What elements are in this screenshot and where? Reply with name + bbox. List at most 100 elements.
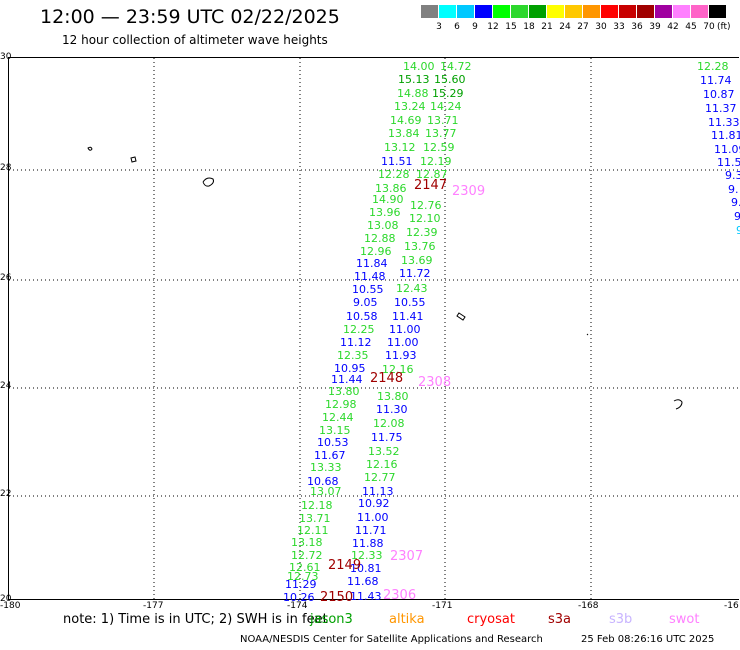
wave-height-value: 12.96 [360, 245, 392, 258]
wave-height-value: 10.53 [317, 436, 349, 449]
wave-height-value: 11.33 [708, 116, 740, 129]
track-time-label: 2148 [370, 371, 404, 386]
wave-height-value: 14.90 [372, 193, 404, 206]
track-time-label: 2149 [328, 558, 362, 573]
wave-height-value: 11.5 [717, 156, 740, 169]
legend-swatch [493, 5, 510, 18]
wave-height-value: 11.84 [356, 257, 388, 270]
wave-height-value: 12.77 [364, 471, 396, 484]
legend-swatch [421, 5, 438, 18]
satellite-label: swot [669, 612, 700, 627]
legend-swatch [619, 5, 636, 18]
island-outlines [87, 146, 683, 410]
wave-height-value: 12.73 [287, 570, 319, 583]
wave-height-value: 12.76 [410, 199, 442, 212]
wave-height-value: 13.18 [291, 536, 323, 549]
legend-label: 27 [577, 22, 589, 32]
island-shape [673, 399, 683, 410]
lon-label: -180 [0, 601, 21, 611]
wave-height-value: 12.44 [322, 411, 354, 424]
wave-height-value: 11.00 [357, 511, 389, 524]
wave-height-value: 11.37 [705, 102, 737, 115]
lon-label: -16 [724, 601, 739, 611]
wave-height-value: 14.00 [403, 60, 435, 73]
legend-label: 39 [649, 22, 661, 32]
wave-height-value: 9.3 [725, 169, 740, 182]
wave-height-value: 13.96 [369, 206, 401, 219]
legend-label: 18 [523, 22, 535, 32]
island-shape [87, 146, 93, 151]
satellite-label: jason3 [310, 612, 353, 627]
wave-height-value: 13.15 [319, 424, 351, 437]
wave-height-value: 14.88 [397, 87, 429, 100]
legend-swatch [583, 5, 600, 18]
wave-height-value: 14.69 [390, 114, 422, 127]
wave-height-value: 11.67 [314, 449, 346, 462]
lat-label: 26 [0, 273, 12, 283]
wave-height-value: 14.24 [430, 100, 462, 113]
wave-height-value: 10.55 [394, 296, 426, 309]
lat-label: 24 [0, 381, 12, 391]
page-title: 12:00 — 23:59 UTC 02/22/2025 [40, 6, 340, 28]
wave-height-value: 11.30 [376, 403, 408, 416]
legend-label: 9 [472, 22, 478, 32]
legend-swatch [601, 5, 618, 18]
legend-swatch [709, 5, 726, 18]
legend-swatch [529, 5, 546, 18]
wave-height-value: 11.43 [350, 590, 382, 603]
wave-height-value: 13.80 [328, 385, 360, 398]
wave-height-value: 12.88 [364, 232, 396, 245]
wave-height-value: 15.60 [434, 73, 466, 86]
wave-height-value: 14.72 [440, 60, 472, 73]
legend-label: 6 [454, 22, 460, 32]
legend-label: 42 [667, 22, 679, 32]
wave-height-value: 13.71 [427, 114, 459, 127]
wave-height-value: 13.86 [375, 182, 407, 195]
wave-height-value: 11.48 [354, 270, 386, 283]
wave-height-value: 9.05 [353, 296, 378, 309]
track-time-label: 2150 [320, 590, 354, 605]
legend-label: 3 [436, 22, 442, 32]
wave-height-value: 10.81 [350, 562, 382, 575]
generated-timestamp: 25 Feb 08:26:16 UTC 2025 [581, 634, 715, 645]
wave-height-value: 12.19 [420, 155, 452, 168]
credit-line: NOAA/NESDIS Center for Satellite Applica… [240, 634, 543, 645]
wave-height-value: 13.84 [388, 127, 420, 140]
wave-height-value: 11.00 [389, 323, 421, 336]
legend-swatch [655, 5, 672, 18]
wave-height-value: 12.11 [297, 524, 329, 537]
legend-swatch [439, 5, 456, 18]
wave-height-value: 11.29 [285, 578, 317, 591]
legend-swatch [457, 5, 474, 18]
legend-swatch [637, 5, 654, 18]
wave-height-value: 11.44 [331, 373, 363, 386]
grid-lines [9, 58, 740, 601]
pass-label: 2307 [390, 549, 424, 564]
wave-height-value: 11.93 [385, 349, 417, 362]
wave-height-value: 11.81 [711, 129, 740, 142]
legend-label: 12 [487, 22, 499, 32]
wave-height-value: 11.41 [392, 310, 424, 323]
island-shape [586, 333, 589, 336]
wave-height-value: 13.77 [425, 127, 457, 140]
lat-label: 30 [0, 52, 12, 62]
legend-label: 70 [703, 22, 715, 32]
wave-height-value: 12.72 [291, 549, 323, 562]
satellite-label: altika [389, 612, 425, 627]
legend-label: 33 [613, 22, 625, 32]
lon-label: -171 [432, 601, 453, 611]
legend-label: 36 [631, 22, 643, 32]
satellite-label: s3a [548, 612, 572, 627]
wave-height-value: 9 [736, 224, 740, 237]
wave-height-value: 11.13 [362, 485, 394, 498]
wave-height-value: 13.08 [367, 219, 399, 232]
lon-label: -174 [287, 601, 308, 611]
page-subtitle: 12 hour collection of altimeter wave hei… [62, 33, 328, 47]
map-area[interactable] [8, 57, 740, 601]
island-shape [130, 156, 137, 163]
wave-height-value: 10.95 [334, 362, 366, 375]
legend-unit: (ft) [717, 22, 731, 32]
wave-height-value: 13.69 [401, 254, 433, 267]
pass-label: 2308 [418, 375, 452, 390]
wave-height-value: 10.87 [703, 88, 735, 101]
